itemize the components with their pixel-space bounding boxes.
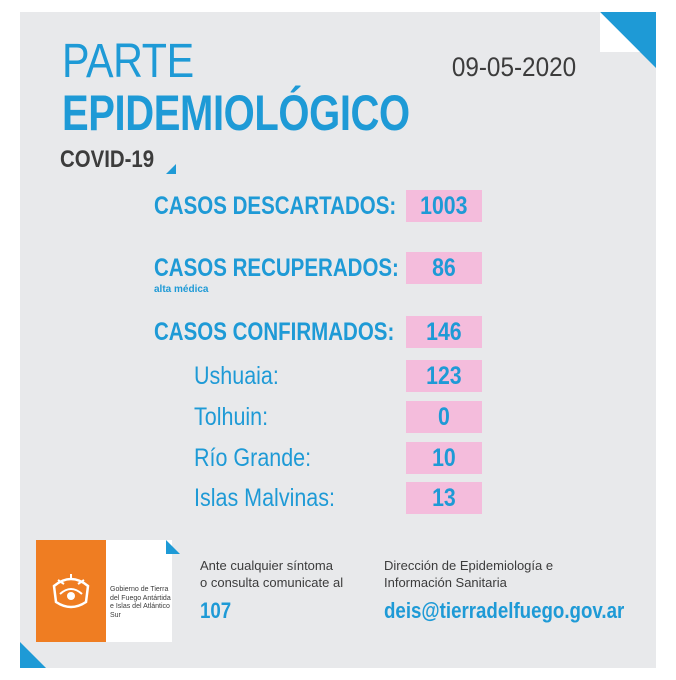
department-line-2: Información Sanitaria: [384, 575, 507, 590]
corner-triangle-decoration: [20, 642, 46, 668]
descartados-value-box: 1003: [406, 190, 482, 222]
email-link[interactable]: deis@tierradelfuego.gov.ar: [384, 598, 625, 623]
subtitle: COVID-19: [60, 146, 155, 173]
confirmados-value-box: 146: [406, 316, 482, 348]
logo-fold-decoration: [166, 540, 180, 554]
descartados-value: 1003: [420, 191, 468, 220]
city-value-ushuaia: 123: [426, 361, 462, 390]
city-value-box-islas-malvinas: 13: [406, 482, 482, 514]
city-value-islas-malvinas: 13: [432, 483, 456, 512]
contact-text-line-1: Ante cualquier síntoma: [200, 558, 333, 573]
title-line-1: PARTE: [62, 35, 194, 88]
city-label-tolhuin: Tolhuin:: [194, 403, 269, 431]
corner-fold-decoration: [600, 12, 656, 68]
contact-text-line-2: o consulta comunicate al: [200, 575, 344, 590]
confirmados-label: CASOS CONFIRMADOS:: [154, 318, 395, 346]
city-value-tolhuin: 0: [438, 402, 450, 431]
recuperados-value: 86: [432, 253, 456, 282]
report-date: 09-05-2020: [451, 52, 576, 82]
city-value-box-ushuaia: 123: [406, 360, 482, 392]
city-label-ushuaia: Ushuaia:: [194, 362, 279, 390]
descartados-label: CASOS DESCARTADOS:: [154, 192, 397, 220]
logo-text: Gobierno de Tierra del Fuego Antártida e…: [110, 586, 171, 619]
title-line-2: EPIDEMIOLÓGICO: [62, 85, 410, 141]
recuperados-note: alta médica: [154, 284, 209, 295]
recuperados-value-box: 86: [406, 252, 482, 284]
department-line-1: Dirección de Epidemiología e: [384, 558, 554, 573]
government-logo: Gobierno de Tierra del Fuego Antártida e…: [36, 540, 180, 642]
city-value-box-rio-grande: 10: [406, 442, 482, 474]
report-card: PARTE EPIDEMIOLÓGICO 09-05-2020 COVID-19…: [20, 12, 656, 668]
confirmados-value: 146: [426, 317, 462, 346]
logo-orange-panel: [36, 540, 106, 642]
city-label-islas-malvinas: Islas Malvinas:: [194, 484, 335, 512]
city-value-rio-grande: 10: [432, 443, 456, 472]
coat-of-arms-icon: [52, 574, 90, 609]
city-label-rio-grande: Río Grande:: [194, 444, 312, 472]
recuperados-label: CASOS RECUPERADOS:: [154, 254, 399, 282]
triangle-icon: [166, 164, 176, 174]
city-value-box-tolhuin: 0: [406, 401, 482, 433]
phone-number[interactable]: 107: [200, 598, 232, 623]
